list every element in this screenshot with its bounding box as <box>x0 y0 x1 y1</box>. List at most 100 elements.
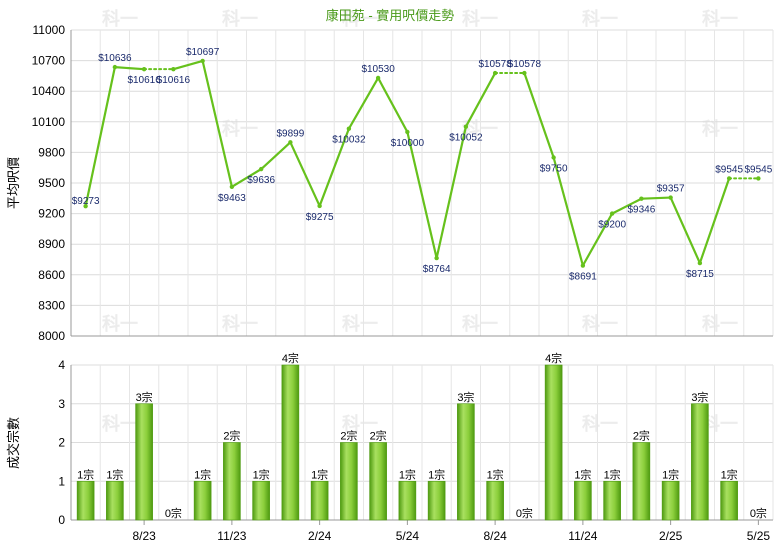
price-point <box>434 255 439 261</box>
price-line-segment <box>669 196 701 265</box>
watermark-text: 科一 <box>582 413 618 434</box>
watermark-text: 科一 <box>102 413 138 434</box>
watermark-text: 科一 <box>342 8 378 29</box>
price-line-segment <box>464 71 497 128</box>
volume-bar <box>398 480 417 521</box>
price-point <box>229 184 235 189</box>
price-point <box>405 129 410 135</box>
watermark-text: 科一 <box>102 8 138 29</box>
volume-chart-grid: 0 1 2 3 4 8/23 11/23 2/24 5/24 8/24 11/24 2/25 5/25 <box>58 358 774 543</box>
price-point <box>668 195 673 200</box>
price-data-label: $10697 <box>186 47 220 58</box>
watermark-text: 科一 <box>222 8 258 29</box>
volume-bar <box>661 480 680 521</box>
volume-x-tick-label: 2/24 <box>308 529 332 543</box>
price-point <box>609 211 615 216</box>
price-tick-label: 9500 <box>38 176 65 190</box>
price-point <box>112 64 118 70</box>
volume-bar <box>223 442 241 521</box>
volume-bar-label: 1宗 <box>194 467 211 481</box>
chart-title: 康田苑 - 實用呎價走勢 <box>326 8 455 23</box>
watermark-text: 科一 <box>582 313 618 334</box>
price-tick-label: 8600 <box>38 268 65 282</box>
volume-bar <box>369 442 387 521</box>
price-point <box>375 75 381 81</box>
volume-tick-label: 3 <box>58 397 65 411</box>
price-data-label: $9273 <box>72 196 100 207</box>
price-point <box>200 58 205 64</box>
volume-bar-label: 1宗 <box>106 467 123 481</box>
price-data-label: $9275 <box>306 212 334 223</box>
price-data-label: $8691 <box>569 272 597 283</box>
price-line-segment <box>318 127 350 208</box>
price-tick-label: 9200 <box>38 207 65 221</box>
volume-bar <box>76 480 95 521</box>
volume-bar-label: 1宗 <box>604 467 621 481</box>
volume-tick-label: 2 <box>58 436 65 450</box>
price-line-segment <box>347 76 380 130</box>
volume-bar <box>340 442 358 521</box>
price-tick-label: 8900 <box>38 237 65 251</box>
volume-axis-label: 成交宗數 <box>6 417 21 469</box>
price-point <box>522 70 527 76</box>
price-point <box>288 140 293 145</box>
volume-bar-label: 0宗 <box>165 506 182 520</box>
watermark-text: 科一 <box>702 313 738 334</box>
volume-bar-label: 2宗 <box>223 429 240 443</box>
volume-bar <box>252 480 270 521</box>
price-data-label: $9357 <box>657 184 685 195</box>
volume-bar-label: 4宗 <box>545 351 562 365</box>
price-data-label: $9545 <box>744 164 772 175</box>
volume-bar <box>603 480 621 521</box>
volume-bar <box>544 364 563 521</box>
price-data-label: $8764 <box>423 264 451 275</box>
volume-bar <box>632 442 651 521</box>
volume-bar <box>457 403 475 521</box>
price-line-segment <box>581 212 614 267</box>
volume-bar-label: 1宗 <box>487 467 504 481</box>
price-tick-label: 10700 <box>32 54 66 68</box>
price-point <box>580 263 586 268</box>
price-line-segment <box>523 71 555 159</box>
volume-bar-label: 1宗 <box>721 467 738 481</box>
volume-bar <box>427 480 446 521</box>
volume-bar <box>720 480 738 521</box>
price-data-label: $10636 <box>98 53 132 64</box>
price-axis-label: 平均呎價 <box>6 157 21 209</box>
watermark-text: 科一 <box>222 313 258 334</box>
price-line-segment <box>113 66 146 71</box>
price-data-label: $9636 <box>247 175 275 186</box>
volume-bar-label: 1宗 <box>77 467 94 481</box>
price-line-segment <box>435 125 467 260</box>
price-line-segment <box>377 76 409 134</box>
price-tick-label: 11000 <box>33 23 66 37</box>
volume-x-tick-label: 11/23 <box>217 529 246 543</box>
price-data-label: $10032 <box>332 135 366 146</box>
price-point <box>317 203 322 209</box>
price-data-label: $10052 <box>449 133 483 144</box>
price-data-label: $10616 <box>127 75 161 86</box>
volume-bar-label: 4宗 <box>282 351 299 365</box>
price-data-label: $10000 <box>391 138 425 149</box>
volume-bar-label: 3宗 <box>136 390 153 404</box>
volume-bar-label: 3宗 <box>457 390 474 404</box>
volume-x-tick-label: 8/23 <box>132 529 156 543</box>
watermark-text: 科一 <box>702 118 738 139</box>
volume-bar-label: 1宗 <box>253 467 270 481</box>
price-line-segment <box>552 156 584 267</box>
volume-x-tick-label: 5/25 <box>747 529 771 543</box>
volume-bar <box>486 480 504 521</box>
price-point <box>258 166 264 172</box>
price-tick-label: 9800 <box>38 145 65 159</box>
price-point <box>346 126 352 131</box>
volume-tick-label: 4 <box>58 358 65 372</box>
price-data-label: $8715 <box>686 269 714 280</box>
price-line-segment <box>640 196 672 200</box>
price-point <box>551 155 556 160</box>
price-point <box>697 260 703 266</box>
price-point <box>83 203 88 209</box>
price-line-segment <box>698 177 731 265</box>
price-line-segment <box>260 141 292 171</box>
